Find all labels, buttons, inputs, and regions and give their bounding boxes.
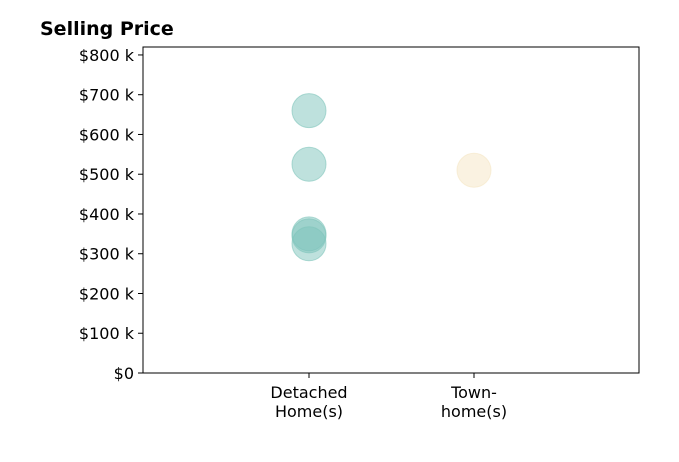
data-point xyxy=(291,146,327,182)
y-tick-label: $0 xyxy=(114,364,134,383)
x-axis: Detached Home(s) Town-home(s) xyxy=(270,373,507,421)
y-tick-label: $600 k xyxy=(79,125,135,144)
y-tick-label: $500 k xyxy=(79,165,135,184)
x-category-label: Detached Home(s) xyxy=(270,383,347,421)
data-point xyxy=(291,226,327,262)
x-category-label: Town-home(s) xyxy=(441,383,507,421)
y-tick-label: $700 k xyxy=(79,86,135,105)
y-tick-label: $100 k xyxy=(79,324,135,343)
y-tick-label: $800 k xyxy=(79,46,135,65)
plot-frame xyxy=(142,46,640,374)
y-tick-label: $400 k xyxy=(79,205,135,224)
y-axis: $0 $100 k $200 k $300 k $400 k $500 k $600 k $7… xyxy=(79,46,143,383)
data-points xyxy=(291,93,492,262)
y-tick-label: $300 k xyxy=(79,245,135,264)
data-point xyxy=(456,152,492,188)
chart-title: Selling Price xyxy=(40,18,174,40)
y-tick-label: $200 k xyxy=(79,284,135,303)
data-point xyxy=(291,93,327,129)
